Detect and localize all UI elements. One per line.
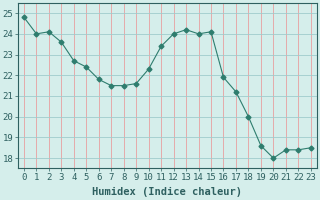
X-axis label: Humidex (Indice chaleur): Humidex (Indice chaleur) [92,187,242,197]
